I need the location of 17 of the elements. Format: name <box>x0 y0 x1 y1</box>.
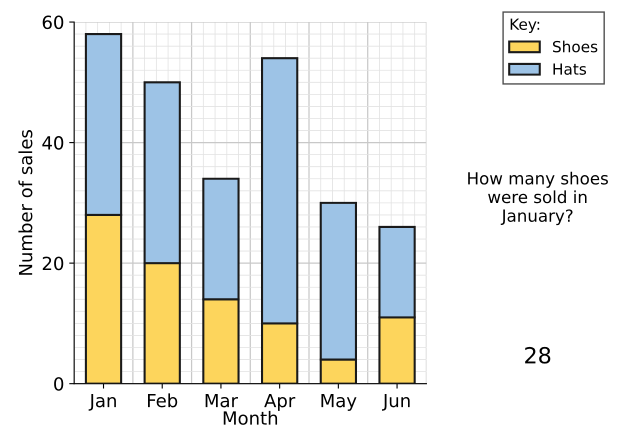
x-tick-label: Mar <box>206 394 238 408</box>
x-tick-label: Jan <box>88 394 116 411</box>
x-tick-label: May <box>321 394 356 411</box>
x-tick-label: Jun <box>382 394 410 411</box>
legend-title: Key: <box>510 18 540 33</box>
text: How many shoes were sold in January? <box>468 172 608 226</box>
y-tick-label: 40 <box>42 136 64 150</box>
legend-label: Hats <box>553 63 586 75</box>
y-tick-label: 60 <box>42 16 64 30</box>
x-tick-label: Apr <box>264 394 296 411</box>
y-axis-title: Number of sales <box>18 130 32 275</box>
x-tick-label: Feb <box>148 393 178 408</box>
legend-label: Shoes <box>552 40 598 52</box>
text: 28 <box>525 346 550 364</box>
y-tick-label: 20 <box>42 256 64 270</box>
x-axis-title: Month <box>224 410 278 425</box>
y-tick-label: 0 <box>54 377 64 391</box>
